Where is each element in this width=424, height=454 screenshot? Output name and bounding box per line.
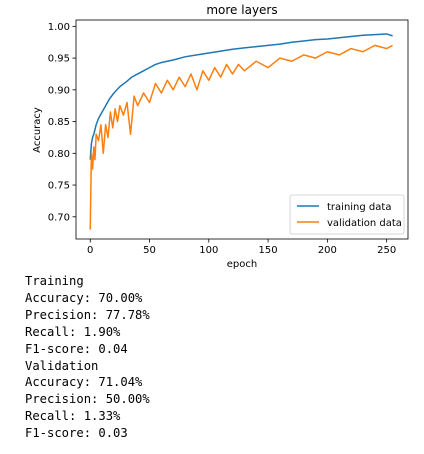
output-line-validation-recall: Recall: 1.33% — [25, 409, 121, 424]
legend-label-validation: validation data — [327, 218, 402, 229]
legend-box — [289, 194, 405, 235]
chart-title: more layers — [206, 3, 277, 17]
y-tick-label: 0.90 — [48, 85, 70, 96]
legend: training data validation data — [289, 194, 405, 235]
plot-area — [89, 33, 393, 230]
x-axis: 0 50 100 150 200 250 — [87, 239, 396, 256]
x-tick-label: 50 — [143, 245, 156, 256]
series-line-training — [89, 33, 393, 160]
y-tick-label: 0.85 — [48, 117, 70, 128]
y-tick-label: 0.80 — [48, 149, 70, 160]
y-tick-label: 0.95 — [48, 54, 70, 65]
series-line-validation — [89, 44, 393, 230]
x-tick-label: 150 — [259, 245, 278, 256]
output-line-training-accuracy: Accuracy: 70.00% — [25, 290, 143, 305]
output-line-training-f1: F1-score: 0.04 — [25, 341, 128, 356]
y-axis: 0.70 0.75 0.80 0.85 0.90 0.95 1.00 — [48, 22, 76, 223]
output-line-training-header: Training — [25, 274, 84, 288]
y-tick-label: 0.75 — [48, 181, 70, 192]
output-line-validation-header: Validation — [25, 358, 99, 373]
x-axis-label: epoch — [227, 259, 257, 270]
output-line-training-recall: Recall: 1.90% — [25, 324, 121, 339]
output-line-validation-accuracy: Accuracy: 71.04% — [25, 375, 143, 390]
output-line-validation-f1: F1-score: 0.03 — [25, 426, 128, 441]
y-tick-label: 0.70 — [48, 212, 70, 223]
y-axis-label: Accuracy — [32, 107, 43, 153]
y-tick-label: 1.00 — [48, 22, 70, 33]
x-tick-label: 100 — [199, 245, 218, 256]
x-tick-label: 0 — [87, 245, 93, 256]
output-line-training-precision: Precision: 77.78% — [25, 307, 150, 322]
x-tick-label: 250 — [377, 245, 396, 256]
x-tick-label: 200 — [318, 245, 337, 256]
accuracy-chart: more layers 0 50 100 150 200 250 0.70 0.75 0.80… — [32, 3, 409, 270]
metrics-output: Training Accuracy: 70.00% Precision: 77.… — [25, 273, 150, 442]
output-line-validation-precision: Precision: 50.00% — [25, 392, 150, 407]
plot-frame — [75, 19, 409, 240]
legend-label-training: training data — [327, 202, 391, 213]
